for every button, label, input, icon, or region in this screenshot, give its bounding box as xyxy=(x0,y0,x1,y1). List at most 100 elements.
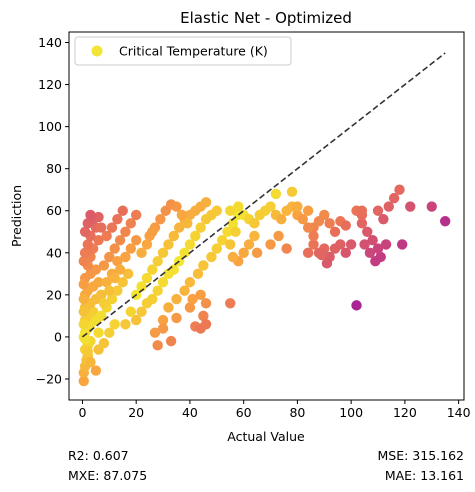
data-point xyxy=(104,285,115,296)
data-point xyxy=(106,222,118,233)
data-point xyxy=(85,356,96,368)
data-point xyxy=(200,197,212,208)
data-point xyxy=(157,314,169,326)
data-point xyxy=(130,209,142,221)
data-point xyxy=(125,218,137,229)
data-point xyxy=(211,243,222,254)
data-point xyxy=(87,306,99,317)
y-tick-label: 0 xyxy=(54,329,62,344)
data-point xyxy=(292,201,303,212)
data-point xyxy=(190,230,201,242)
data-point xyxy=(112,256,123,267)
data-point xyxy=(383,201,394,212)
data-point xyxy=(106,293,118,305)
data-point xyxy=(225,205,236,216)
data-point xyxy=(329,226,341,237)
data-point xyxy=(125,306,137,317)
data-point xyxy=(238,247,249,258)
data-point xyxy=(356,218,368,229)
legend-label: Critical Temperature (K) xyxy=(119,44,268,59)
data-point xyxy=(297,213,308,225)
plot-frame xyxy=(68,31,465,401)
data-point xyxy=(79,247,91,258)
x-axis: 0 20 40 60 80 100 120 140 xyxy=(78,400,471,420)
data-point xyxy=(211,205,222,216)
data-point xyxy=(184,277,196,288)
data-point xyxy=(216,234,228,246)
data-point xyxy=(340,220,351,231)
metric-mse: MSE: 315.162 xyxy=(377,448,465,463)
data-point xyxy=(184,302,196,313)
data-point xyxy=(173,222,185,233)
data-point xyxy=(227,218,239,229)
data-point xyxy=(367,234,378,246)
data-point xyxy=(101,277,112,288)
data-point xyxy=(206,251,217,263)
data-point xyxy=(222,226,233,237)
data-point xyxy=(265,201,276,212)
data-point xyxy=(120,319,131,330)
data-point xyxy=(136,281,147,292)
data-point xyxy=(104,251,115,263)
data-point xyxy=(109,319,120,330)
x-tick-label: 20 xyxy=(128,405,144,420)
data-point xyxy=(117,205,128,216)
data-point xyxy=(120,251,131,263)
data-point xyxy=(147,226,158,237)
data-point xyxy=(90,264,102,275)
data-point xyxy=(109,243,120,254)
y-tick-label: 140 xyxy=(38,35,62,50)
data-point xyxy=(101,230,112,242)
data-point xyxy=(157,247,169,258)
x-axis-label: Actual Value xyxy=(227,429,305,444)
legend-box xyxy=(74,36,292,66)
data-point xyxy=(375,251,386,263)
data-point xyxy=(82,346,94,357)
x-tick-label: 120 xyxy=(393,405,417,420)
data-point xyxy=(362,226,373,237)
data-point xyxy=(157,323,169,334)
data-point xyxy=(112,285,123,296)
x-tick-label: 80 xyxy=(289,405,305,420)
data-point xyxy=(109,272,120,284)
data-point xyxy=(98,298,110,309)
data-point xyxy=(378,213,389,225)
y-tick-label: 20 xyxy=(46,287,62,302)
data-point xyxy=(388,192,400,204)
data-point xyxy=(152,285,163,296)
data-point xyxy=(230,226,241,237)
data-point xyxy=(104,327,115,338)
data-point xyxy=(439,216,451,227)
data-point xyxy=(78,279,89,290)
data-point xyxy=(281,243,292,254)
data-point xyxy=(98,260,110,271)
x-tick-label: 100 xyxy=(339,405,363,420)
data-point xyxy=(198,260,209,271)
data-point xyxy=(147,293,158,305)
data-point xyxy=(130,314,142,326)
data-point xyxy=(359,239,370,250)
data-point xyxy=(179,247,190,258)
y-tick-label: 80 xyxy=(46,161,62,176)
data-point xyxy=(112,213,123,225)
data-point xyxy=(233,201,244,212)
data-point xyxy=(195,289,206,301)
data-point xyxy=(176,209,188,221)
data-point xyxy=(372,243,384,254)
data-point xyxy=(78,375,89,387)
data-point xyxy=(96,289,107,301)
data-point xyxy=(251,247,263,258)
data-point xyxy=(82,239,94,250)
data-point xyxy=(227,251,239,263)
data-point xyxy=(302,205,314,216)
data-point xyxy=(171,293,182,305)
data-points xyxy=(78,184,451,387)
data-point xyxy=(125,243,137,254)
data-point xyxy=(130,234,142,246)
data-point xyxy=(195,222,206,233)
metric-mxe: MXE: 87.075 xyxy=(68,468,148,483)
data-point xyxy=(321,258,333,269)
data-point xyxy=(79,226,91,237)
x-tick-label: 40 xyxy=(182,405,198,420)
data-point xyxy=(78,319,89,330)
